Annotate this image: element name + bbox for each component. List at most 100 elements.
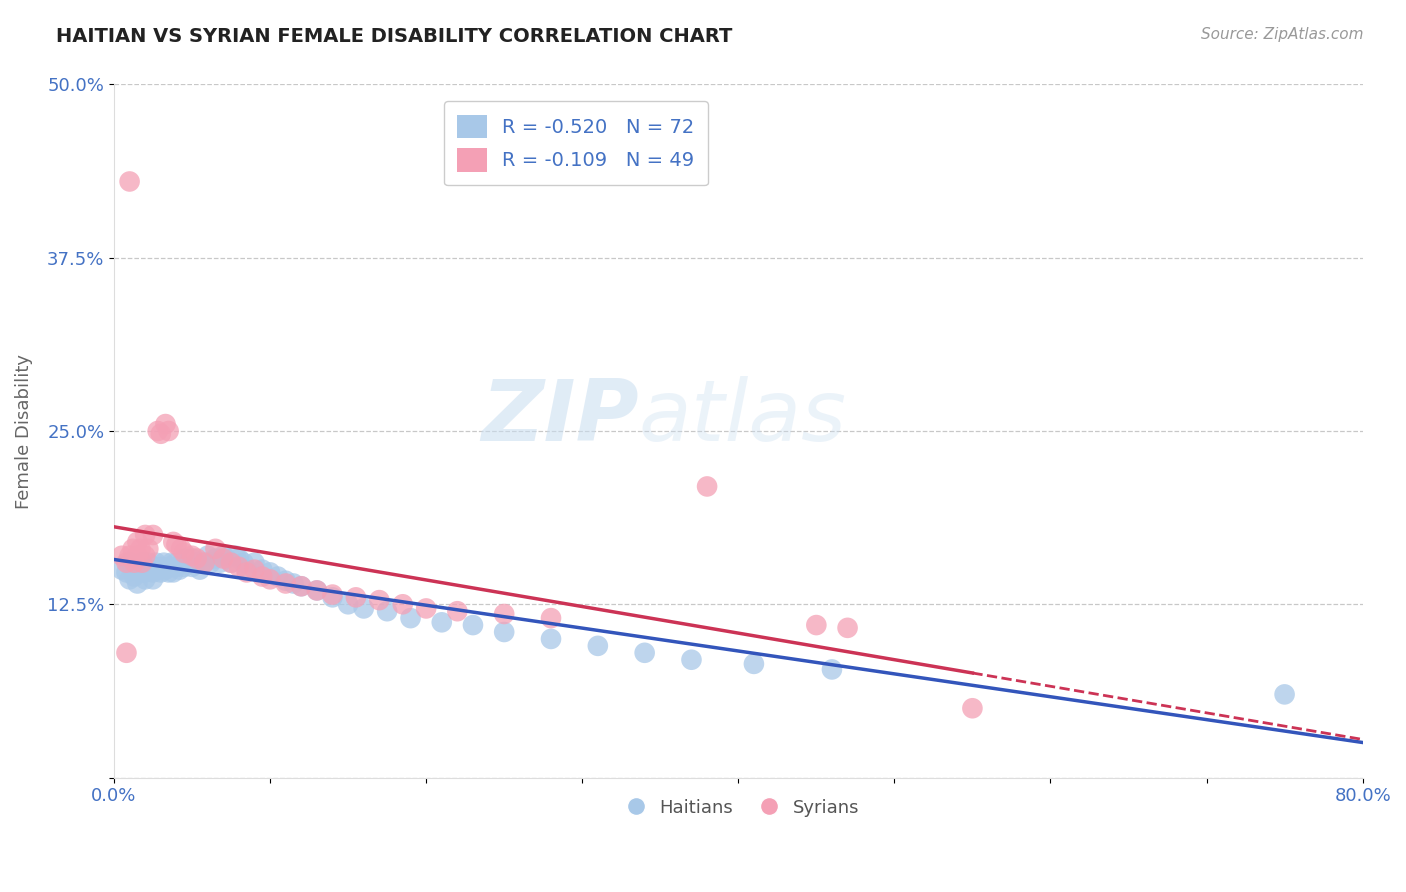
Point <box>136 556 159 570</box>
Point <box>259 566 281 580</box>
Point <box>494 625 516 640</box>
Point <box>124 569 146 583</box>
Point <box>146 563 169 577</box>
Point <box>188 563 211 577</box>
Point <box>806 618 828 632</box>
Point <box>186 551 208 566</box>
Point <box>193 556 215 570</box>
Point <box>134 572 156 586</box>
Point <box>200 556 222 570</box>
Point <box>118 556 141 570</box>
Point <box>131 556 153 570</box>
Point <box>173 546 195 560</box>
Point <box>155 563 177 577</box>
Point <box>124 556 146 570</box>
Point <box>127 559 149 574</box>
Text: HAITIAN VS SYRIAN FEMALE DISABILITY CORRELATION CHART: HAITIAN VS SYRIAN FEMALE DISABILITY CORR… <box>56 27 733 45</box>
Point <box>115 646 138 660</box>
Point <box>267 569 290 583</box>
Point <box>127 576 149 591</box>
Point <box>177 556 200 570</box>
Point <box>129 541 152 556</box>
Point <box>115 556 138 570</box>
Point <box>149 566 172 580</box>
Point <box>165 538 187 552</box>
Point <box>235 563 257 577</box>
Point <box>321 591 343 605</box>
Point <box>173 551 195 566</box>
Point <box>115 566 138 580</box>
Point <box>353 601 375 615</box>
Point <box>225 549 247 563</box>
Point <box>391 597 413 611</box>
Point <box>157 566 180 580</box>
Point <box>461 618 484 632</box>
Point <box>127 535 149 549</box>
Point <box>157 424 180 438</box>
Point <box>136 541 159 556</box>
Point <box>134 559 156 574</box>
Point <box>399 611 422 625</box>
Point <box>131 556 153 570</box>
Point <box>1274 687 1296 701</box>
Point <box>235 566 257 580</box>
Point <box>540 632 562 646</box>
Point <box>118 572 141 586</box>
Point <box>145 556 167 570</box>
Point <box>170 541 193 556</box>
Point <box>446 604 468 618</box>
Point <box>337 597 360 611</box>
Point <box>186 556 208 570</box>
Point <box>121 563 143 577</box>
Point <box>134 528 156 542</box>
Point <box>204 551 226 566</box>
Point <box>142 566 165 580</box>
Point <box>259 572 281 586</box>
Point <box>228 559 250 574</box>
Point <box>274 574 297 588</box>
Point <box>157 559 180 574</box>
Point <box>149 559 172 574</box>
Point <box>243 556 266 570</box>
Point <box>344 591 367 605</box>
Point <box>193 556 215 570</box>
Point <box>252 569 274 583</box>
Point <box>962 701 984 715</box>
Point <box>586 639 609 653</box>
Point <box>283 576 305 591</box>
Point <box>146 424 169 438</box>
Point <box>634 646 657 660</box>
Text: Source: ZipAtlas.com: Source: ZipAtlas.com <box>1201 27 1364 42</box>
Point <box>134 566 156 580</box>
Point <box>173 559 195 574</box>
Point <box>742 657 765 671</box>
Point <box>228 551 250 566</box>
Point <box>375 604 398 618</box>
Point <box>121 541 143 556</box>
Point <box>162 566 184 580</box>
Point <box>305 583 328 598</box>
Point <box>540 611 562 625</box>
Point <box>219 556 242 570</box>
Point <box>181 559 204 574</box>
Point <box>181 551 204 566</box>
Point <box>430 615 453 630</box>
Point <box>142 572 165 586</box>
Point <box>821 662 844 676</box>
Point <box>212 551 235 566</box>
Point <box>243 563 266 577</box>
Point <box>111 549 134 563</box>
Point <box>215 551 238 566</box>
Point <box>127 549 149 563</box>
Point <box>134 549 156 563</box>
Point <box>232 556 254 570</box>
Point <box>136 563 159 577</box>
Point <box>149 426 172 441</box>
Point <box>160 556 183 570</box>
Point <box>681 653 703 667</box>
Point <box>290 579 312 593</box>
Point <box>204 541 226 556</box>
Point <box>415 601 437 615</box>
Point <box>181 549 204 563</box>
Point <box>209 556 232 570</box>
